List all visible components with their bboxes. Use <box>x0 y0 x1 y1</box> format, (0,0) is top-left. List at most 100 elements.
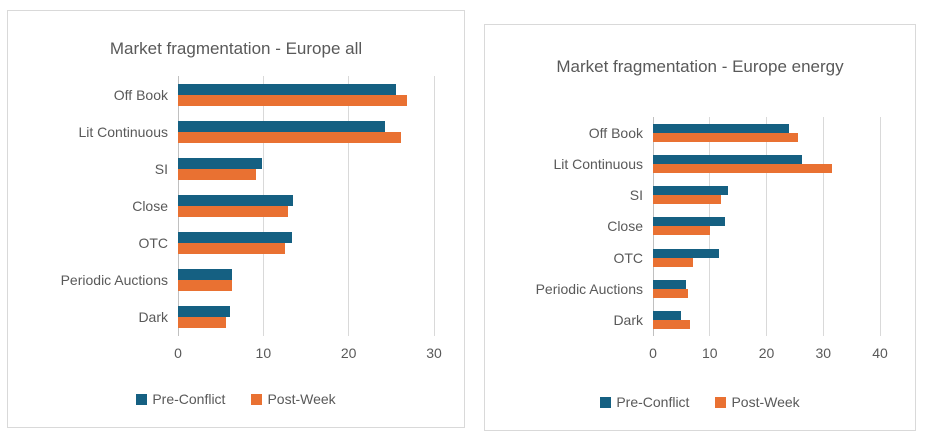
category-label: Lit Continuous <box>553 155 643 172</box>
legend-label-pre-conflict: Pre-Conflict <box>616 394 690 410</box>
legend-label-post-week: Post-Week <box>731 394 800 410</box>
category-label: Periodic Auctions <box>60 272 168 289</box>
bar-group <box>653 248 880 267</box>
category-row: Close <box>607 211 880 242</box>
x-tick-label: 40 <box>872 345 888 361</box>
category-row: OTC <box>613 242 880 273</box>
legend-item-pre-conflict: Pre-Conflict <box>600 394 689 410</box>
bar-group <box>178 269 434 292</box>
category-row: Dark <box>138 299 434 336</box>
gridline <box>433 76 435 336</box>
legend-label-post-week: Post-Week <box>267 391 336 407</box>
legend-item-post-week: Post-Week <box>251 391 336 407</box>
bar-pre-conflict <box>178 269 232 281</box>
category-row: Periodic Auctions <box>61 262 434 299</box>
bar-group <box>178 120 434 143</box>
legend-item-post-week: Post-Week <box>715 394 800 410</box>
bar-post-week <box>653 289 688 299</box>
bar-group <box>178 83 434 106</box>
x-tick-label: 10 <box>701 345 718 361</box>
x-tick-label: 10 <box>255 345 272 361</box>
bar-group <box>178 194 434 217</box>
bar-post-week <box>178 317 226 329</box>
bar-pre-conflict <box>178 306 231 318</box>
category-label: Close <box>132 197 168 214</box>
category-label: OTC <box>138 235 168 252</box>
category-row: Periodic Auctions <box>536 273 880 304</box>
bar-pre-conflict <box>653 186 729 196</box>
bar-group <box>653 186 880 205</box>
category-label: SI <box>154 160 168 177</box>
bar-post-week <box>653 226 710 236</box>
bar-post-week <box>653 195 722 205</box>
bar-pre-conflict <box>653 217 725 227</box>
gridline <box>709 117 711 336</box>
category-row: SI <box>630 180 880 211</box>
category-label: Dark <box>138 309 168 326</box>
category-row: Dark <box>613 305 880 336</box>
legend: Pre-Conflict Post-Week <box>485 394 915 410</box>
bar-group <box>653 311 880 330</box>
plot-area: 0 10 20 30 40 Off Book Lit Continuous SI Close OT… <box>536 117 888 361</box>
category-row: OTC <box>138 225 434 262</box>
bar-group <box>653 217 880 236</box>
legend-swatch-pre-conflict <box>136 393 148 405</box>
bar-pre-conflict <box>178 194 294 206</box>
chart-title-text: Market fragmentation - Europe all <box>109 39 363 58</box>
plot-area: 0 10 20 30 Off Book Lit Continuous SI Close OTC P… <box>61 76 442 361</box>
x-tick-label: 30 <box>815 345 832 361</box>
bar-post-week <box>178 280 232 292</box>
category-label: Lit Continuous <box>78 123 168 140</box>
x-tick-label: 20 <box>758 345 775 361</box>
category-row: Off Book <box>114 76 434 113</box>
bar-post-week <box>178 94 407 106</box>
bar-pre-conflict <box>178 120 386 132</box>
x-tick-label: 20 <box>340 345 357 361</box>
category-label: Off Book <box>588 124 643 141</box>
legend-swatch-post-week <box>251 393 263 405</box>
category-row: Off Book <box>589 117 880 148</box>
category-label: Periodic Auctions <box>535 281 643 298</box>
bar-group <box>178 157 434 180</box>
bar-pre-conflict <box>178 157 262 169</box>
bar-post-week <box>178 243 285 255</box>
category-label: Dark <box>613 312 643 329</box>
category-row: SI <box>155 150 434 187</box>
legend-swatch-post-week <box>715 396 727 408</box>
bar-post-week <box>178 168 256 180</box>
bar-post-week <box>653 132 798 142</box>
chart-title-text: Market fragmentation - Europe energy <box>556 57 844 76</box>
bar-post-week <box>653 163 833 173</box>
bar-group <box>178 232 434 255</box>
chart-title: Market fragmentation - Europe all <box>8 37 464 60</box>
bar-pre-conflict <box>653 280 686 290</box>
bar-post-week <box>653 257 693 267</box>
chart-title: Market fragmentation - Europe energy <box>485 55 915 78</box>
bar-pre-conflict <box>653 123 790 133</box>
bar-group <box>653 280 880 299</box>
bar-pre-conflict <box>653 154 803 164</box>
legend-label-pre-conflict: Pre-Conflict <box>152 391 226 407</box>
gridline <box>822 117 824 336</box>
legend-swatch-pre-conflict <box>600 396 612 408</box>
bar-group <box>653 154 880 173</box>
bar-post-week <box>178 131 401 143</box>
bar-pre-conflict <box>178 232 293 244</box>
legend-item-pre-conflict: Pre-Conflict <box>136 391 225 407</box>
x-tick-label: 30 <box>426 345 442 361</box>
gridline <box>766 117 767 336</box>
bar-post-week <box>178 205 289 217</box>
category-row: Lit Continuous <box>553 148 880 179</box>
gridline <box>348 76 350 336</box>
category-label: Off Book <box>113 86 168 103</box>
gridline <box>879 117 881 336</box>
bar-group <box>653 123 880 142</box>
chart-panel-europe-all: Market fragmentation - Europe all 0 10 20 3… <box>7 10 465 428</box>
bar-pre-conflict <box>653 248 719 258</box>
category-label: SI <box>629 187 643 204</box>
category-row: Close <box>132 187 434 224</box>
bar-pre-conflict <box>653 311 681 321</box>
category-label: OTC <box>613 249 643 266</box>
category-label: Close <box>607 218 643 235</box>
